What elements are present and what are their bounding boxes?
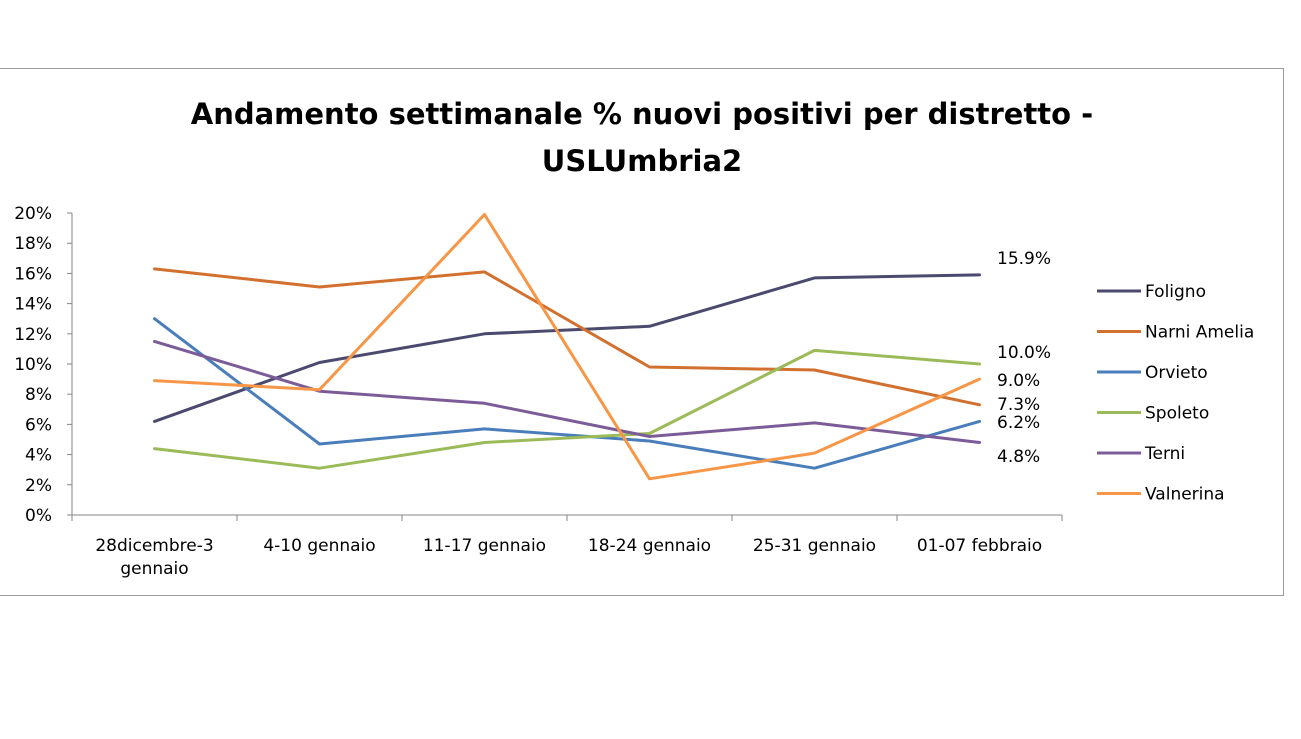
y-tick-label: 12% — [14, 325, 52, 345]
x-category-label: 4-10 gennaio — [263, 536, 375, 556]
y-tick-label: 10% — [14, 355, 52, 375]
chart-frame: Andamento settimanale % nuovi positivi p… — [0, 68, 1284, 596]
y-tick-label: 2% — [25, 476, 52, 496]
series-line-valnerina — [153, 213, 981, 481]
x-category-label: 01-07 febbraio — [917, 536, 1042, 556]
y-tick-label: 14% — [14, 295, 52, 315]
series-line-narni-amelia — [153, 267, 981, 407]
series-line-terni — [153, 339, 981, 444]
x-category-label: 28dicembre-3 — [95, 536, 213, 556]
x-category-label: 11-17 gennaio — [423, 536, 546, 556]
chart-title-line: Andamento settimanale % nuovi positivi p… — [191, 97, 1093, 131]
end-value-label: 9.0% — [997, 371, 1040, 391]
series-line-orvieto — [153, 317, 981, 470]
legend-label: Orvieto — [1145, 363, 1208, 383]
end-value-label: 6.2% — [997, 413, 1040, 433]
x-category-label: gennaio — [120, 559, 188, 579]
line-chart: Andamento settimanale % nuovi positivi p… — [14, 97, 1254, 579]
x-category-label: 25-31 gennaio — [753, 536, 876, 556]
legend-label: Narni Amelia — [1145, 323, 1254, 343]
end-value-label: 7.3% — [997, 395, 1040, 415]
series-line-foligno — [153, 273, 981, 423]
y-tick-label: 6% — [25, 415, 52, 435]
end-value-label: 10.0% — [997, 343, 1051, 363]
y-tick-label: 20% — [14, 204, 52, 224]
series-line-spoleto — [153, 348, 981, 470]
x-category-label: 18-24 gennaio — [588, 536, 711, 556]
legend-label: Foligno — [1145, 282, 1206, 302]
y-tick-label: 4% — [25, 446, 52, 466]
end-value-label: 15.9% — [997, 249, 1051, 269]
y-tick-label: 0% — [25, 506, 52, 526]
y-tick-label: 16% — [14, 264, 52, 284]
legend-label: Terni — [1144, 444, 1185, 464]
y-tick-label: 18% — [14, 234, 52, 254]
legend-label: Spoleto — [1145, 404, 1209, 424]
legend-label: Valnerina — [1145, 485, 1225, 505]
chart-title-line: USLUmbria2 — [542, 144, 742, 178]
end-value-label: 4.8% — [997, 447, 1040, 467]
y-tick-label: 8% — [25, 385, 52, 405]
